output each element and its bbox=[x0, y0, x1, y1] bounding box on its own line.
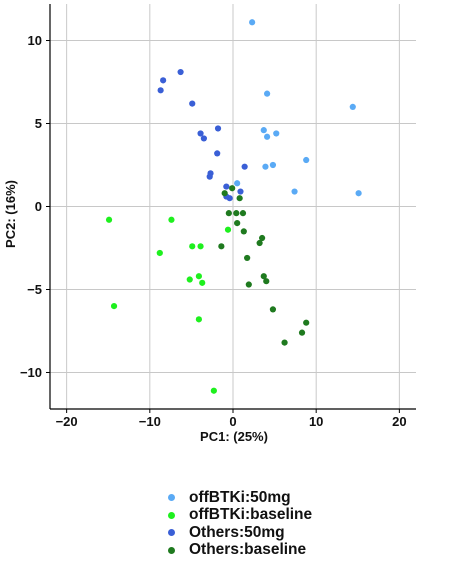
y-tick-label: −10 bbox=[20, 365, 42, 380]
data-point bbox=[110, 302, 118, 310]
data-point bbox=[200, 135, 207, 142]
grid-lines bbox=[50, 4, 416, 409]
x-tick-label: −20 bbox=[56, 414, 78, 429]
data-point bbox=[195, 316, 202, 323]
data-point bbox=[168, 216, 175, 223]
data-point bbox=[249, 19, 256, 26]
y-tick-label: −5 bbox=[27, 282, 42, 297]
data-point bbox=[355, 190, 362, 197]
data-point bbox=[177, 68, 184, 76]
data-point bbox=[221, 190, 228, 197]
data-point bbox=[263, 278, 270, 285]
pca-scatter-plot: −20 −10 0 10 20 −10 −5 0 5 10 PC1: (25%) PC2: (1… bbox=[3, 4, 416, 444]
data-point bbox=[264, 90, 271, 97]
legend-label: offBTKi:50mg bbox=[189, 488, 291, 506]
y-tick-label: 0 bbox=[35, 199, 42, 214]
data-point bbox=[160, 77, 167, 84]
data-point bbox=[237, 188, 244, 195]
data-point bbox=[186, 276, 193, 283]
legend-marker bbox=[168, 529, 175, 537]
data-point bbox=[240, 228, 247, 235]
data-point bbox=[195, 273, 202, 280]
data-point bbox=[214, 125, 222, 132]
data-point bbox=[245, 281, 252, 288]
x-tick-label: 0 bbox=[229, 414, 236, 429]
data-point bbox=[197, 243, 204, 250]
data-point bbox=[269, 161, 277, 169]
data-point bbox=[349, 103, 356, 111]
data-point bbox=[210, 387, 217, 394]
data-point bbox=[197, 130, 204, 137]
y-tick-labels: −10 −5 0 5 10 bbox=[20, 33, 42, 380]
data-point bbox=[234, 219, 241, 227]
legend-item-others-50mg: Others:50mg bbox=[168, 524, 312, 542]
legend-item-offbtki-baseline: offBTKi:baseline bbox=[168, 506, 313, 525]
x-axis-title: PC1: (25%) bbox=[200, 429, 268, 444]
data-point bbox=[262, 163, 269, 170]
y-tick-label: 10 bbox=[28, 33, 42, 48]
data-point bbox=[233, 210, 240, 217]
legend-marker bbox=[168, 546, 175, 554]
data-point bbox=[234, 180, 241, 187]
y-axis-title: PC2: (16%) bbox=[3, 180, 18, 248]
data-point bbox=[206, 173, 213, 180]
data-point bbox=[259, 234, 266, 242]
legend-label: Others:50mg bbox=[189, 523, 285, 541]
data-point bbox=[239, 210, 247, 217]
data-point bbox=[218, 243, 225, 250]
x-tick-label: 10 bbox=[309, 414, 323, 429]
data-point bbox=[105, 216, 113, 223]
data-point bbox=[256, 239, 263, 247]
data-point bbox=[264, 133, 271, 140]
legend-label: Others:baseline bbox=[189, 541, 307, 559]
data-point bbox=[226, 195, 233, 202]
data-point bbox=[244, 254, 251, 262]
data-point bbox=[189, 100, 196, 107]
y-tick-label: 5 bbox=[35, 116, 42, 131]
data-point bbox=[225, 210, 232, 217]
x-tick-label: −10 bbox=[139, 414, 161, 429]
data-points bbox=[105, 19, 362, 394]
data-point bbox=[298, 329, 306, 336]
legend-marker bbox=[168, 511, 175, 519]
data-point bbox=[229, 185, 236, 192]
data-point bbox=[156, 249, 163, 257]
x-tick-label: 20 bbox=[392, 414, 406, 429]
axes bbox=[46, 4, 416, 413]
data-point bbox=[269, 306, 277, 313]
data-point bbox=[214, 150, 221, 157]
x-tick-labels: −20 −10 0 10 20 bbox=[56, 414, 407, 429]
data-point bbox=[281, 339, 288, 346]
data-point bbox=[260, 273, 267, 280]
data-point bbox=[273, 130, 280, 137]
data-point bbox=[189, 243, 196, 250]
data-point bbox=[303, 156, 310, 164]
data-point bbox=[157, 87, 164, 94]
data-point bbox=[223, 183, 230, 190]
data-point bbox=[224, 226, 232, 233]
legend-item-others-baseline: Others:baseline bbox=[168, 541, 312, 560]
data-point bbox=[260, 127, 267, 134]
legend-item-offbtki-50mg: offBTKi:50mg bbox=[168, 489, 312, 507]
data-point bbox=[241, 163, 248, 170]
data-point bbox=[199, 279, 206, 286]
data-point bbox=[303, 319, 310, 326]
legend-marker bbox=[168, 494, 175, 502]
data-point bbox=[236, 195, 243, 202]
legend-label: offBTKi:baseline bbox=[189, 506, 313, 524]
legend: offBTKi:50mg offBTKi:baseline Others:50m… bbox=[168, 489, 312, 559]
data-point bbox=[291, 188, 298, 195]
